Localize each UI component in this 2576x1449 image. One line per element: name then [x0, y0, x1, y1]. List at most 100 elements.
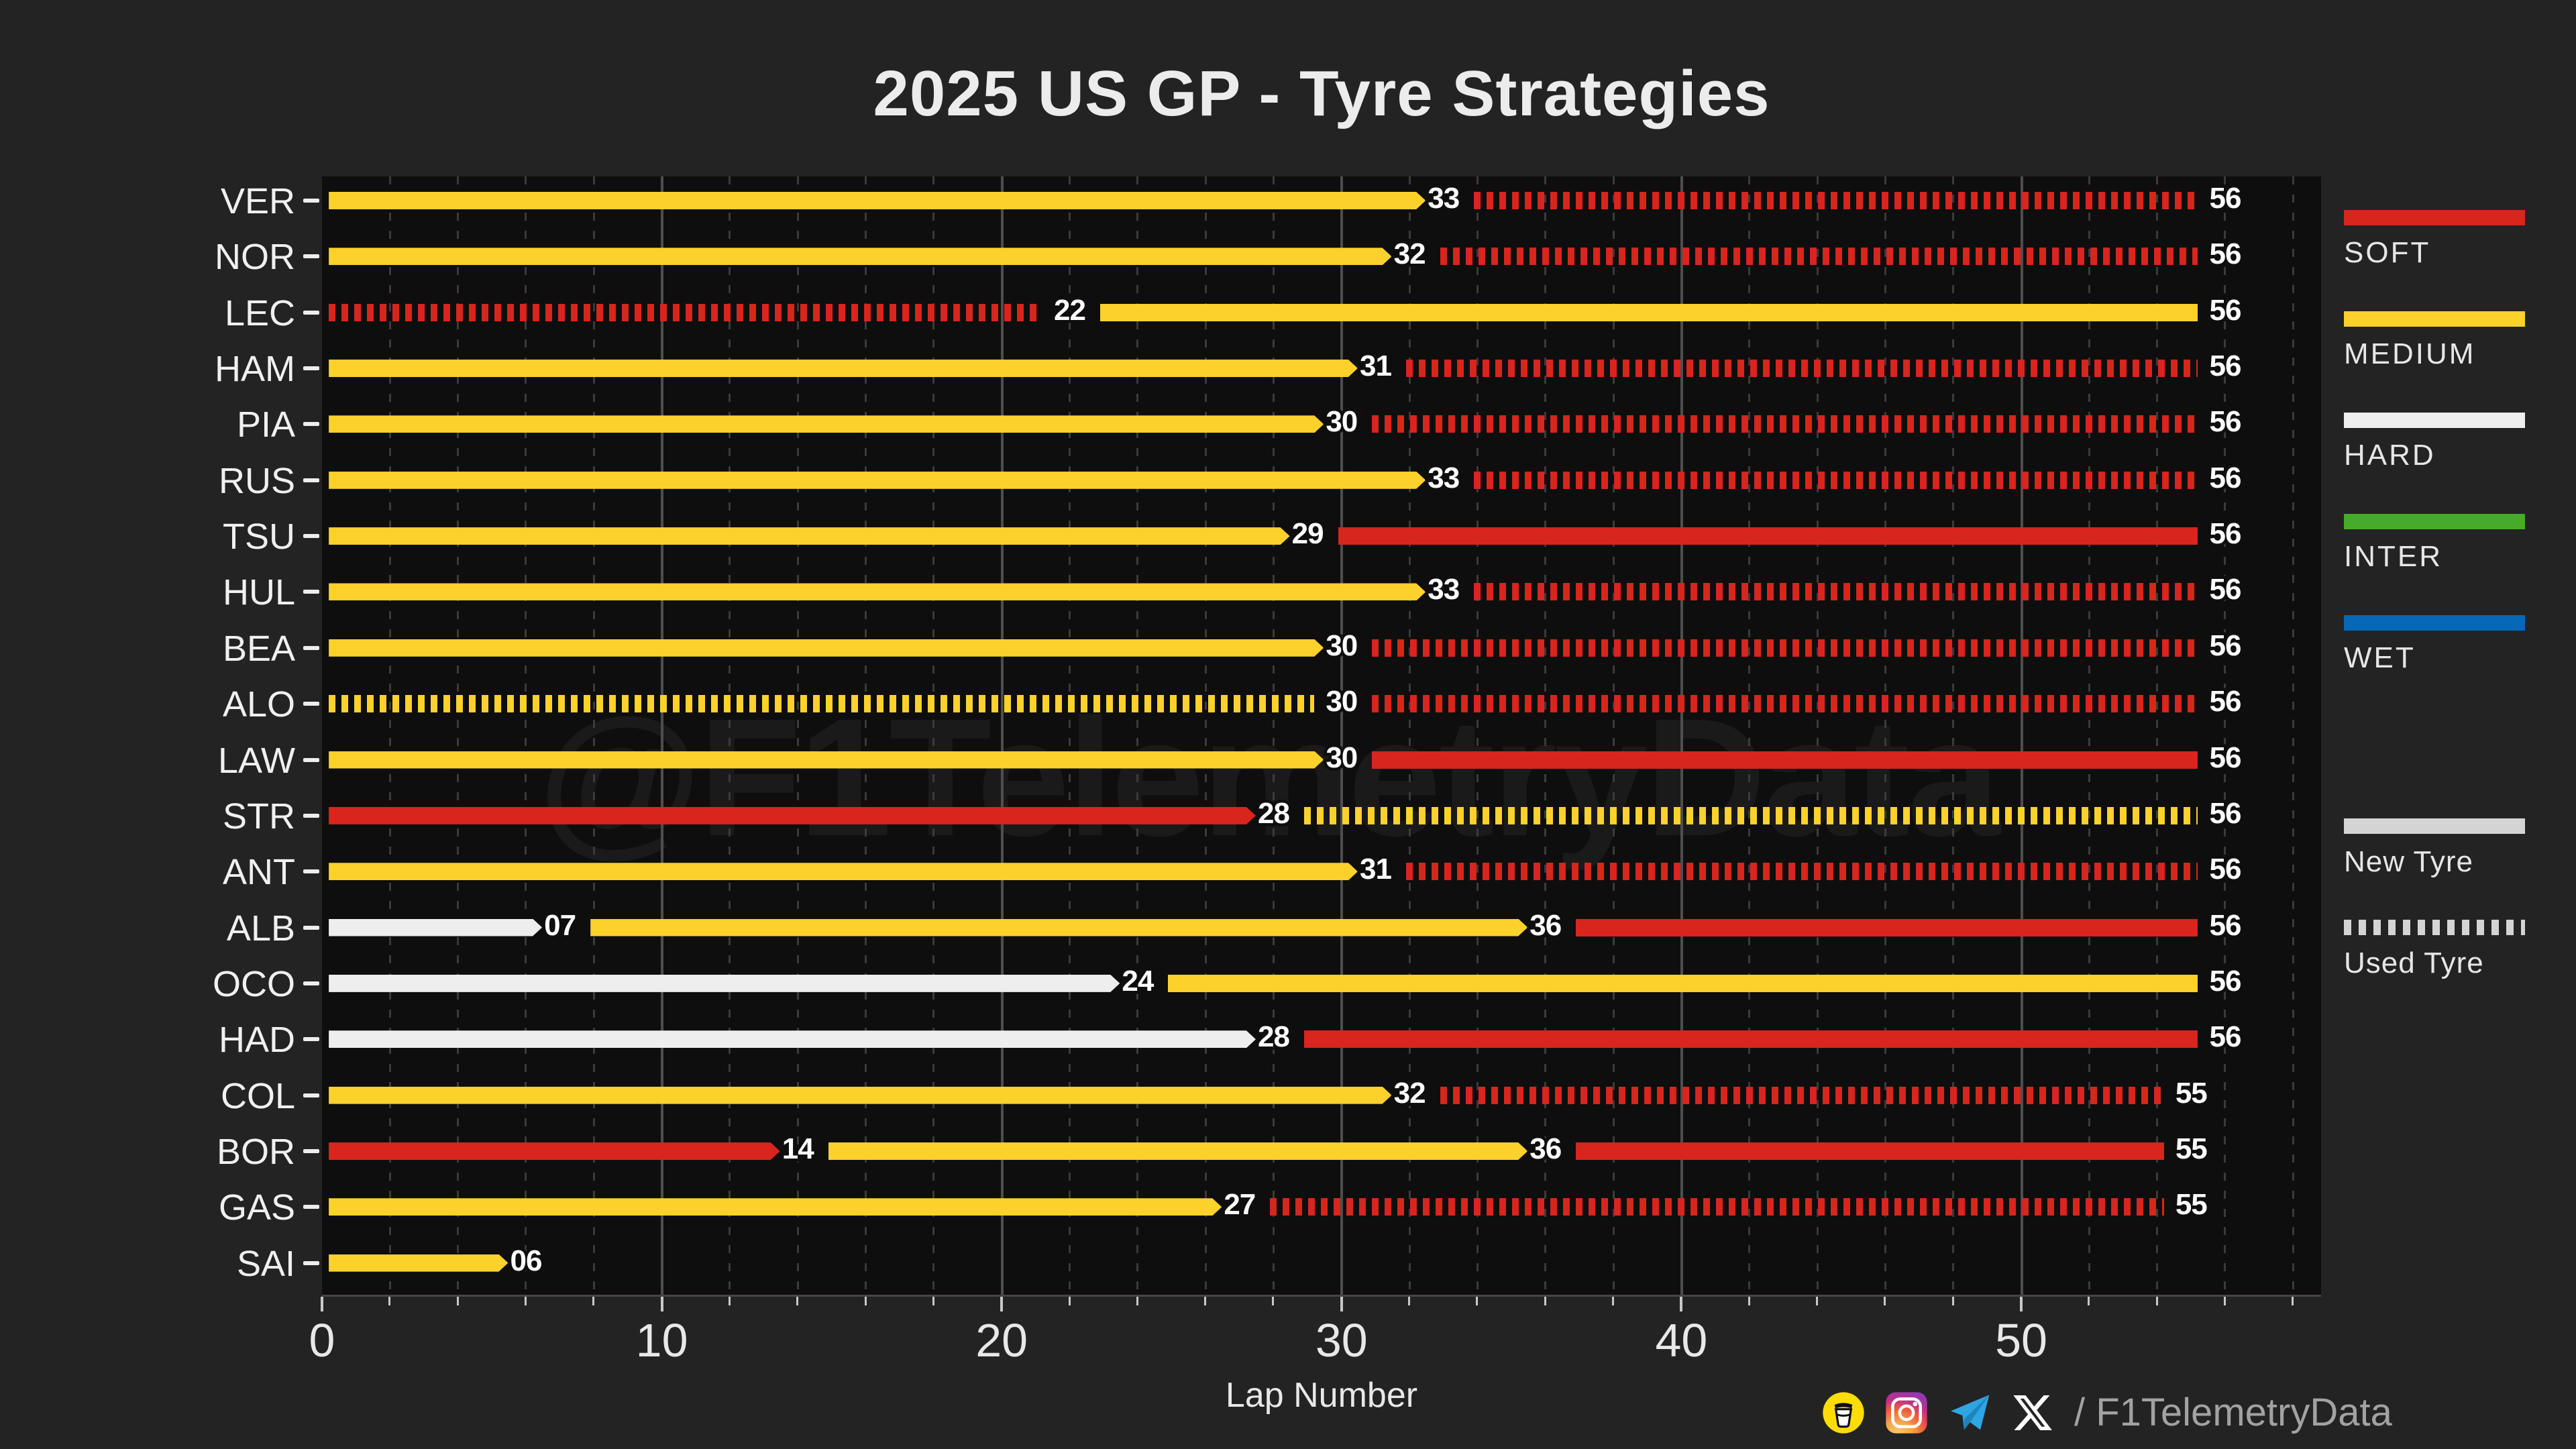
- legend-label-soft: SOFT: [2344, 236, 2431, 269]
- stint-bar-soft-used: [1372, 639, 2198, 657]
- stint-end-lap-label: 56: [2206, 235, 2245, 274]
- stint-end-lap-label: 56: [2206, 347, 2245, 386]
- gridline-minor: [1272, 176, 1275, 1295]
- driver-axis-tick: [303, 478, 319, 482]
- driver-label: SAI: [236, 1243, 295, 1284]
- stint-bar-medium-new: [329, 1198, 1222, 1216]
- stint-bar-soft-used: [1440, 248, 2198, 266]
- gridline-minor: [2156, 176, 2159, 1295]
- stint-end-lap-label: 31: [1356, 850, 1395, 889]
- x-axis-tick: [2292, 1297, 2294, 1305]
- stint-end-lap-label: 56: [2206, 570, 2245, 609]
- gridline-minor: [1204, 176, 1207, 1295]
- driver-label: NOR: [215, 237, 295, 278]
- stint-end-lap-label: 33: [1425, 179, 1463, 218]
- x-axis-tick: [1204, 1297, 1207, 1305]
- driver-label: GAS: [218, 1187, 295, 1228]
- stint-end-lap-label: 24: [1119, 961, 1157, 1000]
- gridline-minor: [388, 176, 391, 1295]
- stint-bar-medium-new: [329, 472, 1426, 489]
- x-tick-label: 20: [975, 1314, 1028, 1366]
- stint-end-lap-label: 33: [1425, 570, 1463, 609]
- gridline-minor: [592, 176, 595, 1295]
- stint-end-lap-label: 30: [1323, 402, 1361, 441]
- gridline-major: [2020, 176, 2023, 1295]
- x-axis-tick: [524, 1297, 527, 1305]
- stint-end-lap-label: 32: [1391, 1073, 1429, 1112]
- driver-label: COL: [220, 1075, 295, 1116]
- x-axis-tick: [1884, 1297, 1886, 1305]
- stint-end-lap-label: 28: [1254, 1018, 1293, 1057]
- stint-end-lap-label: 29: [1289, 515, 1327, 553]
- legend-label-hard: HARD: [2344, 439, 2436, 472]
- stint-bar-soft-new: [1372, 751, 2198, 769]
- gridline-minor: [1952, 176, 1955, 1295]
- stint-end-lap-label: 56: [2206, 626, 2245, 665]
- chart-title: 2025 US GP - Tyre Strategies: [873, 58, 1770, 129]
- stint-bar-soft-new: [1304, 1030, 2198, 1049]
- telegram-icon[interactable]: [1948, 1391, 1991, 1434]
- gridline-major: [1680, 176, 1683, 1295]
- stint-bar-medium-new: [329, 192, 1426, 209]
- stint-bar-soft-used: [1474, 583, 2198, 601]
- x-axis-tick: [728, 1297, 731, 1305]
- stint-end-lap-label: 55: [2172, 1185, 2210, 1224]
- stint-bar-medium-used: [329, 695, 1315, 713]
- stint-bar-soft-used: [1406, 360, 2198, 378]
- stint-end-lap-label: 56: [2206, 515, 2245, 553]
- driver-label: ANT: [223, 852, 295, 893]
- stint-bar-medium-new: [329, 1087, 1391, 1104]
- stint-end-lap-label: 56: [2206, 402, 2245, 441]
- driver-axis-tick: [303, 813, 319, 818]
- stint-bar-hard-new: [329, 1030, 1256, 1048]
- x-axis-tick: [1748, 1297, 1750, 1305]
- legend-label-used-tyre: Used Tyre: [2344, 947, 2484, 979]
- x-axis-tick: [932, 1297, 934, 1305]
- gridline-minor: [729, 176, 731, 1295]
- driver-axis-tick: [303, 422, 319, 427]
- x-tick-label: 40: [1655, 1314, 1708, 1366]
- footer-handle[interactable]: / F1TelemetryData: [2074, 1391, 2392, 1434]
- gridline-minor: [1408, 176, 1411, 1295]
- x-axis-tick: [2155, 1297, 2158, 1305]
- x-tick-label: 10: [635, 1314, 688, 1366]
- x-icon[interactable]: [2011, 1391, 2054, 1434]
- stint-end-lap-label: 28: [1254, 794, 1293, 833]
- legend-swatch-inter: [2344, 514, 2525, 529]
- stint-end-lap-label: 56: [2206, 850, 2245, 889]
- driver-axis-tick: [303, 869, 319, 874]
- stint-bar-medium-new: [329, 639, 1324, 657]
- stint-end-lap-label: 56: [2206, 906, 2245, 945]
- stint-end-lap-label: 56: [2206, 290, 2245, 329]
- stint-end-lap-label: 56: [2206, 961, 2245, 1000]
- stint-bar-medium-new: [1168, 974, 2198, 992]
- gridline-minor: [865, 176, 867, 1295]
- driver-axis-tick: [303, 1260, 319, 1265]
- gridline-minor: [2292, 176, 2294, 1295]
- gridline-minor: [1612, 176, 1615, 1295]
- coffee-icon[interactable]: [1822, 1391, 1865, 1434]
- x-tick-label: 0: [309, 1314, 335, 1366]
- legend-swatch-medium: [2344, 311, 2525, 327]
- stint-bar-medium-new: [329, 360, 1358, 377]
- driver-label: STR: [223, 796, 295, 837]
- gridline-minor: [2224, 176, 2226, 1295]
- x-axis-tick: [796, 1297, 799, 1305]
- x-axis-tick: [1476, 1297, 1479, 1305]
- stint-bar-medium-used: [1304, 806, 2198, 824]
- driver-label: HAD: [218, 1020, 295, 1061]
- stint-end-lap-label: 56: [2206, 794, 2245, 833]
- gridline-minor: [525, 176, 527, 1295]
- stint-bar-medium-new: [329, 415, 1324, 433]
- stint-bar-soft-new: [1338, 527, 2198, 545]
- stint-bar-soft-new: [329, 1142, 780, 1160]
- driver-axis-tick: [303, 366, 319, 371]
- stint-bar-medium-new: [828, 1142, 1527, 1160]
- x-axis-tick: [1816, 1297, 1819, 1305]
- driver-label: HUL: [222, 572, 295, 613]
- stint-bar-medium-new: [329, 248, 1391, 265]
- x-tick-label: 30: [1315, 1314, 1368, 1366]
- instagram-icon[interactable]: [1885, 1391, 1928, 1434]
- stint-end-lap-label: 36: [1527, 906, 1565, 945]
- stint-bar-hard-new: [329, 919, 542, 936]
